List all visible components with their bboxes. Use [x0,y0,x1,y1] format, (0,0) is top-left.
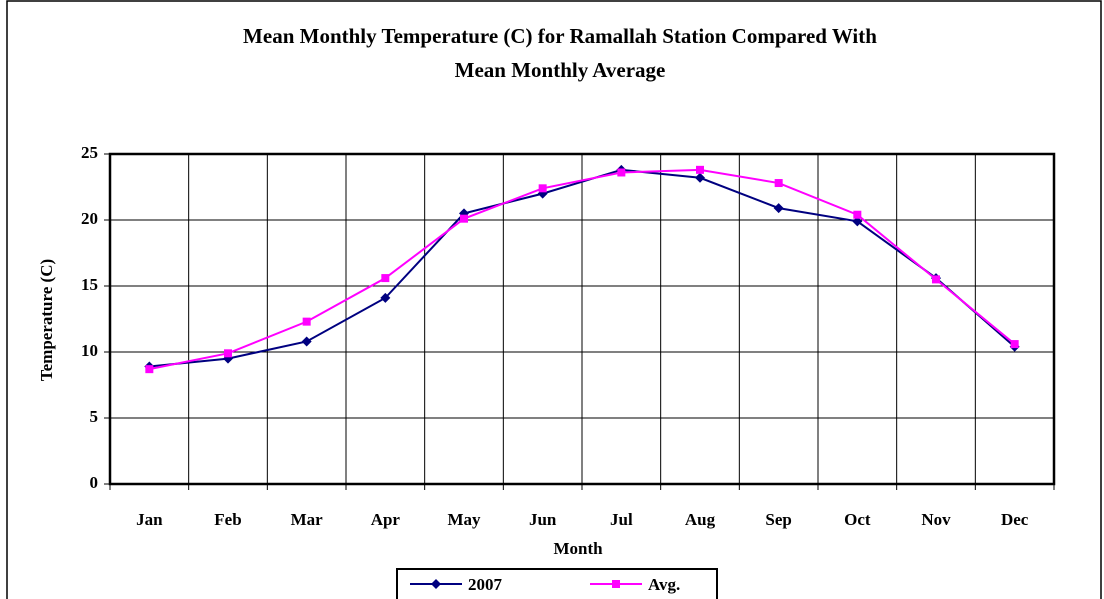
data-point [853,210,862,219]
legend-label: Avg. [648,575,680,594]
x-tick-label: Oct [844,510,871,529]
y-tick-label: 5 [90,407,99,426]
data-point [696,165,704,174]
data-point [381,274,390,283]
x-tick-label: Mar [291,510,324,529]
legend-label: 2007 [468,575,503,594]
data-point [302,317,311,326]
x-tick-label: May [447,510,481,529]
data-point [224,349,232,358]
y-tick-label: 15 [81,275,98,294]
x-tick-label: Jun [529,510,557,529]
data-point [932,275,940,284]
plot-border [108,152,1056,486]
chart-title: Mean Monthly Temperature (C) for Ramalla… [243,24,877,48]
legend-marker [431,579,441,589]
data-point [1010,340,1019,349]
x-tick-label: Dec [1001,510,1029,529]
data-point [460,214,468,223]
data-point [380,292,391,303]
x-axis-label: Month [553,539,603,558]
x-tick-label: Sep [765,510,791,529]
y-tick-label: 10 [81,341,98,360]
data-point [774,179,783,188]
x-tick-label: Feb [214,510,241,529]
x-tick-label: Nov [921,510,951,529]
data-point [617,168,626,177]
y-tick-label: 0 [90,473,99,492]
data-point [695,172,705,183]
x-tick-label: Jul [610,510,633,529]
data-point [145,365,154,374]
chart-title: Mean Monthly Average [455,58,666,82]
data-point [773,203,784,214]
series-line [149,168,1016,371]
x-tick-label: Apr [371,510,401,529]
data-point [301,336,312,347]
legend-marker [612,580,620,588]
y-tick-label: 25 [81,143,98,162]
data-point [852,216,863,227]
data-point [538,184,547,193]
x-tick-label: Aug [685,510,716,529]
series-line [149,168,1016,368]
y-tick-label: 20 [81,209,98,228]
x-tick-label: Jan [136,510,163,529]
y-axis-label: Temperature (C) [37,259,56,381]
